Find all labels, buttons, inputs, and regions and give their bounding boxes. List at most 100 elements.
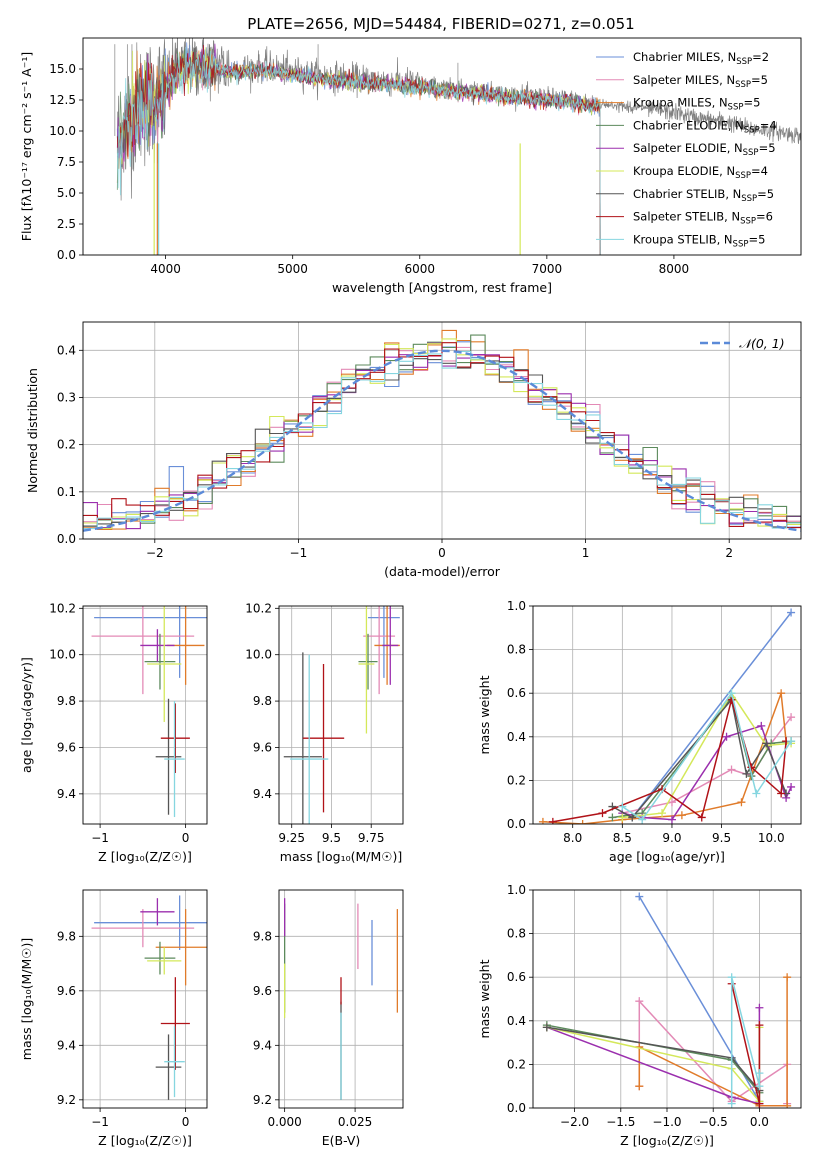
normal-reference-curve [83,349,801,532]
weight-marker [542,1023,551,1032]
x-tick-label: 7000 [532,262,563,276]
y-tick-label: 9.8 [253,929,272,943]
y-tick-label: 0.0 [57,248,76,262]
y-tick-label: 0.0 [507,817,526,831]
y-tick-label: 0.3 [57,390,76,404]
y-tick-label: 10.0 [49,648,76,662]
x-tick-label: 8000 [659,262,690,276]
x-tick-label: −1 [91,1115,109,1129]
y-tick-label: 0.2 [507,773,526,787]
weight-marker [618,813,627,822]
weight-marker [755,1069,764,1078]
legend-label-text: Salpeter MILES, N [633,73,735,87]
residuals-panel: −2 −1 0 1 2 0.0 0.1 0.2 0.3 0.4 (data-model)/error… [25,321,802,579]
x-tick-label: 0.000 [267,1115,301,1129]
weight-marker [755,1003,764,1012]
legend-label-subscript: SSP [735,80,751,90]
weight-marker [787,782,796,791]
legend-label-subscript: SSP [728,103,744,113]
weight-marker [757,721,766,730]
legend-label-value: =5 [759,141,776,155]
y-tick-label: 9.4 [57,1038,76,1052]
plot-area [538,608,796,824]
y-axis-label: mass weight [477,959,492,1038]
axes-frame [82,889,208,1109]
y-tick-label: 1.0 [507,883,526,897]
y-tick-label: 2.5 [57,217,76,231]
weight-marker [747,763,756,772]
y-tick-label: 5.0 [57,186,76,200]
legend-label-value: =6 [756,210,773,224]
legend-label: Chabrier ELODIE, NSSP=4 [633,118,777,135]
weight-marker [722,732,731,741]
y-tick-label: 0.0 [507,1101,526,1115]
y-tick-label: 0.8 [507,927,526,941]
y-tick-label: 9.8 [253,694,272,708]
figure-title: PLATE=2656, MJD=54484, FIBERID=0271, z=0… [247,15,634,33]
legend-label: Kroupa MILES, NSSP=5 [633,96,760,113]
x-axis-label: age [log₁₀(age/yr)] [609,849,725,864]
legend-label-value: =4 [760,118,777,132]
y-axis-label: mass weight [477,675,492,754]
legend-label: Kroupa STELIB, NSSP=5 [633,232,765,249]
y-tick-label: 9.4 [253,787,272,801]
weight-marker [667,815,676,824]
x-tick-label: 0.025 [338,1115,372,1129]
weight-line [631,612,792,818]
x-tick-label: 8.5 [613,831,632,845]
x-tick-label: 9.0 [662,831,681,845]
y-tick-label: 9.8 [57,929,76,943]
y-tick-label: 12.5 [49,93,76,107]
y-tick-label: 9.4 [57,787,76,801]
weight-marker [777,689,786,698]
weight-marker [667,798,676,807]
x-tick-label: 5000 [277,262,308,276]
y-tick-label: 0.6 [507,970,526,984]
legend-label-value: =5 [743,96,760,110]
legend-label-subscript: SSP [741,194,757,204]
y-tick-label: 0.8 [507,643,526,657]
legend-label-text: Chabrier ELODIE, N [633,118,744,132]
y-tick-label: 1.0 [507,599,526,613]
x-tick-label: 10.0 [758,831,785,845]
weight-marker [762,739,771,748]
x-tick-label: −2.0 [560,1115,589,1129]
plot-area [283,898,399,1100]
x-axis-label: Z [log₁₀(Z/Z☉)] [98,849,192,864]
x-tick-label: 9.5 [712,831,731,845]
y-tick-label: 0.4 [57,343,76,357]
plot-area [542,892,792,1108]
legend-label-subscript: SSP [740,217,756,227]
weight-marker [598,809,607,818]
plot-area [83,329,801,532]
axes-frame [278,889,404,1109]
legend-label-value: =2 [752,50,769,64]
mass-vs-metallicity-panel: −1 0 9.2 9.4 9.6 9.8 Z [log₁₀(Z/Z☉)] mass [log₁… [19,889,208,1148]
legend-label: Chabrier STELIB, NSSP=5 [633,187,774,204]
weight-marker [727,973,736,982]
legend-label-text: Chabrier STELIB, N [633,187,741,201]
y-tick-label: 9.6 [57,984,76,998]
weight-marker [608,813,617,822]
legend-label-value: =5 [748,232,765,246]
x-tick-label: −1.0 [652,1115,681,1129]
y-tick-label: 9.6 [57,740,76,754]
x-axis-label: wavelength [Angstrom, rest frame] [332,280,552,295]
x-tick-label: −1.5 [606,1115,635,1129]
x-tick-label: 1 [582,546,590,560]
weight-marker [635,1082,644,1091]
legend-label-value: =5 [757,187,774,201]
x-tick-label: 6000 [404,262,435,276]
legend-label-text: Chabrier MILES, N [633,50,736,64]
y-tick-label: 0.2 [57,438,76,452]
y-axis-label: age [log₁₀(age/yr)] [19,657,34,773]
y-tick-label: 10.0 [49,124,76,138]
x-axis-label: Z [log₁₀(Z/Z☉)] [98,1133,192,1148]
weight-marker [677,811,686,820]
y-tick-label: 10.0 [245,648,272,662]
weight-line [546,1007,761,1105]
spectrum-panel: 4000 5000 6000 7000 8000 0.0 2.5 5.0 7.5 10.0 12.5… [19,37,802,295]
x-axis-label: mass [log₁₀(M/M☉)] [280,849,402,864]
weight-marker [783,973,792,982]
y-tick-label: 0.0 [57,532,76,546]
